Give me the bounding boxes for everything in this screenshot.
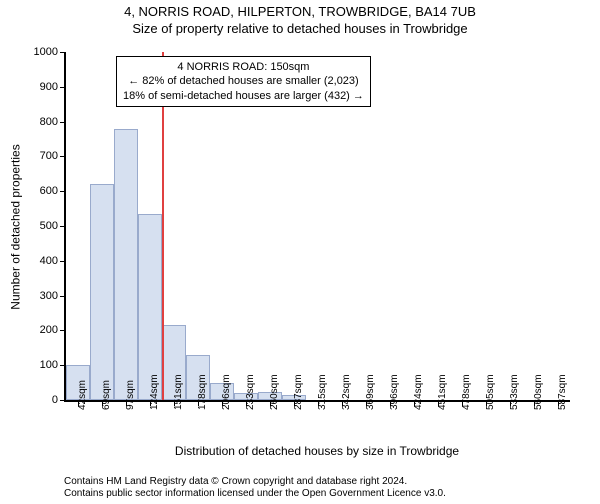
x-tick-label: 505sqm xyxy=(485,374,496,410)
x-tick-label: 342sqm xyxy=(341,374,352,410)
x-tick-label: 369sqm xyxy=(365,374,376,410)
x-tick-label: 424sqm xyxy=(413,374,424,410)
y-tick-label: 700 xyxy=(0,150,58,162)
histogram-bar xyxy=(114,129,138,400)
y-tick xyxy=(60,400,66,401)
x-tick-label: 206sqm xyxy=(221,374,232,410)
x-tick-label: 451sqm xyxy=(437,374,448,410)
y-tick-label: 400 xyxy=(0,255,58,267)
x-tick-label: 233sqm xyxy=(245,374,256,410)
x-tick-label: 587sqm xyxy=(557,374,568,410)
y-tick xyxy=(60,87,66,88)
histogram-bar xyxy=(138,214,162,400)
annotation-line3: 18% of semi-detached houses are larger (… xyxy=(123,89,364,103)
y-tick-label: 200 xyxy=(0,324,58,336)
y-tick-label: 100 xyxy=(0,359,58,371)
x-tick-label: 478sqm xyxy=(461,374,472,410)
x-tick-label: 151sqm xyxy=(173,374,184,410)
x-tick-label: 42sqm xyxy=(77,380,88,410)
y-tick-label: 800 xyxy=(0,116,58,128)
footer-attribution: Contains HM Land Registry data © Crown c… xyxy=(64,476,570,500)
y-tick xyxy=(60,330,66,331)
histogram-bar xyxy=(90,184,114,400)
x-tick-label: 178sqm xyxy=(197,374,208,410)
x-tick-label: 260sqm xyxy=(269,374,280,410)
x-tick-label: 97sqm xyxy=(125,380,136,410)
y-tick-label: 900 xyxy=(0,81,58,93)
y-tick xyxy=(60,156,66,157)
x-tick-label: 69sqm xyxy=(101,380,112,410)
y-tick-label: 0 xyxy=(0,394,58,406)
y-tick xyxy=(60,261,66,262)
x-tick-label: 560sqm xyxy=(533,374,544,410)
x-tick-label: 315sqm xyxy=(317,374,328,410)
y-tick-label: 500 xyxy=(0,220,58,232)
x-tick-label: 124sqm xyxy=(149,374,160,410)
y-tick xyxy=(60,296,66,297)
y-tick xyxy=(60,191,66,192)
y-tick-label: 300 xyxy=(0,290,58,302)
chart-subtitle: Size of property relative to detached ho… xyxy=(0,21,600,36)
y-tick xyxy=(60,226,66,227)
y-tick xyxy=(60,122,66,123)
y-tick-label: 600 xyxy=(0,185,58,197)
chart-title-address: 4, NORRIS ROAD, HILPERTON, TROWBRIDGE, B… xyxy=(0,4,600,19)
chart-container: 4, NORRIS ROAD, HILPERTON, TROWBRIDGE, B… xyxy=(0,4,600,504)
x-axis-label: Distribution of detached houses by size … xyxy=(64,444,570,458)
plot-area: 4 NORRIS ROAD: 150sqm ← 82% of detached … xyxy=(64,52,570,402)
annotation-box: 4 NORRIS ROAD: 150sqm ← 82% of detached … xyxy=(116,56,371,107)
y-tick-label: 1000 xyxy=(0,46,58,58)
footer-line1: Contains HM Land Registry data © Crown c… xyxy=(64,476,570,488)
annotation-line2: ← 82% of detached houses are smaller (2,… xyxy=(123,74,364,88)
annotation-line1: 4 NORRIS ROAD: 150sqm xyxy=(123,60,364,74)
y-tick xyxy=(60,52,66,53)
footer-line2: Contains public sector information licen… xyxy=(64,488,570,500)
x-tick-label: 287sqm xyxy=(293,374,304,410)
x-tick-label: 396sqm xyxy=(389,374,400,410)
x-tick-label: 533sqm xyxy=(509,374,520,410)
